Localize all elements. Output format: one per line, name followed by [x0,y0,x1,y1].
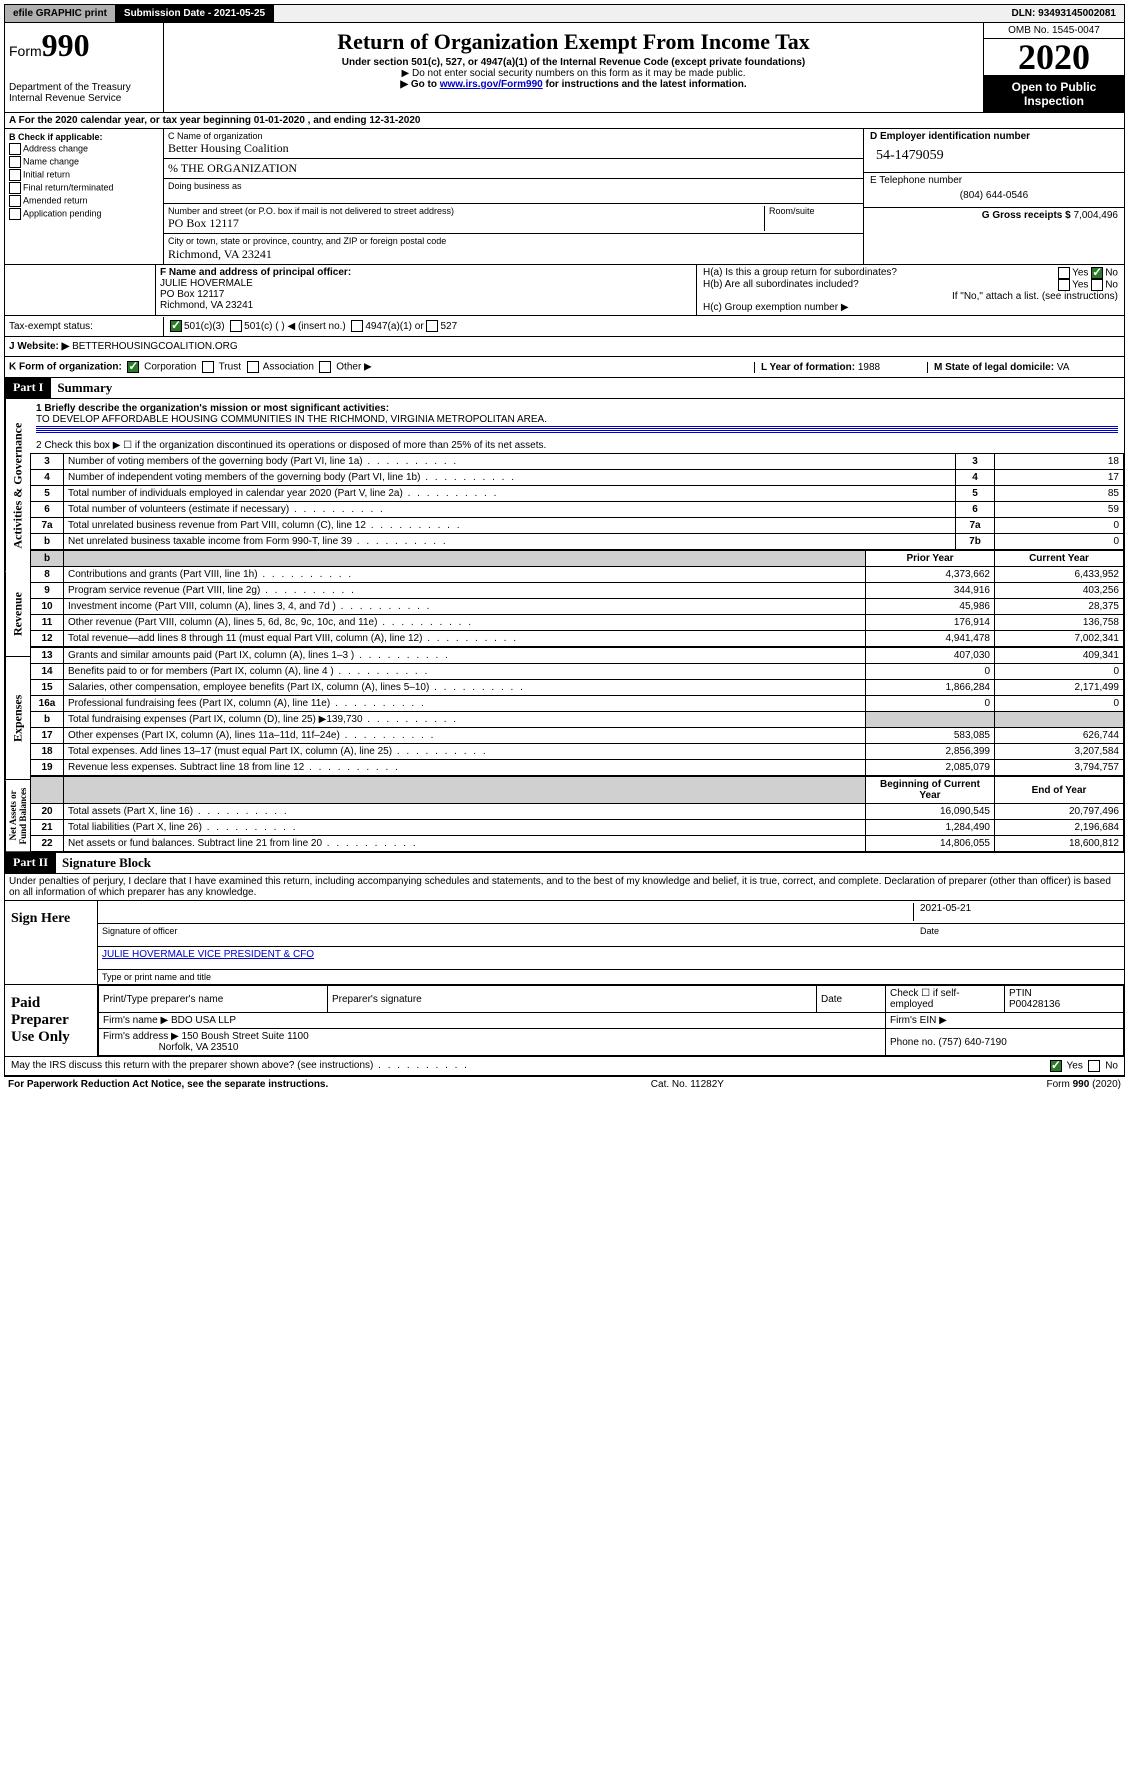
box-deg: D Employer identification number54-14790… [863,129,1124,264]
klm-row: K Form of organization: Corporation Trus… [4,357,1125,378]
form-title: Return of Organization Exempt From Incom… [172,29,975,55]
irs-link[interactable]: www.irs.gov/Form990 [440,79,543,90]
summary-table-top: 3Number of voting members of the governi… [30,453,1124,550]
firm-phone: (757) 640-7190 [938,1037,1006,1048]
top-bar: efile GRAPHIC print Submission Date - 20… [4,4,1125,23]
website-value: BETTERHOUSINGCOALITION.ORG [72,341,238,352]
table-row: 16aProfessional fundraising fees (Part I… [31,696,1124,712]
subtitle-1: Under section 501(c), 527, or 4947(a)(1)… [172,57,975,68]
irs-label: Internal Revenue Service [9,93,159,104]
officer-name[interactable]: JULIE HOVERMALE VICE PRESIDENT & CFO [102,949,314,967]
open-inspection: Open to PublicInspection [984,76,1124,112]
table-row: 8Contributions and grants (Part VIII, li… [31,567,1124,583]
side-netassets: Net Assets or Fund Balances [5,780,30,852]
row-a-year: A For the 2020 calendar year, or tax yea… [4,113,1125,129]
box-b: B Check if applicable: Address change Na… [5,129,164,264]
table-row: 17Other expenses (Part IX, column (A), l… [31,728,1124,744]
table-row: 15Salaries, other compensation, employee… [31,680,1124,696]
table-row: 10Investment income (Part VIII, column (… [31,599,1124,615]
q2-checkbox: 2 Check this box ▶ ☐ if the organization… [30,438,1124,453]
table-row: 14Benefits paid to or for members (Part … [31,664,1124,680]
ptin-value: P00428136 [1009,999,1060,1010]
efile-label[interactable]: efile GRAPHIC print [5,5,116,22]
form-990-label: Form990 [9,27,159,64]
section-fh: F Name and address of principal officer:… [4,265,1125,316]
side-expenses: Expenses [5,657,30,780]
org-address: PO Box 12117 [168,216,239,230]
side-revenue: Revenue [5,572,30,657]
submission-date: Submission Date - 2021-05-25 [116,5,274,22]
table-row: 9Program service revenue (Part VIII, lin… [31,583,1124,599]
table-row: 6Total number of volunteers (estimate if… [31,502,1124,518]
box-c: C Name of organizationBetter Housing Coa… [164,129,863,264]
form-header: Form990 Department of the Treasury Inter… [4,23,1125,113]
part-1-body: Activities & Governance Revenue Expenses… [4,399,1125,853]
org-city: Richmond, VA 23241 [168,247,272,261]
part-1-header: Part I Summary [4,378,1125,399]
summary-table-rev: bPrior YearCurrent Year 8Contributions a… [30,550,1124,647]
table-row: 5Total number of individuals employed in… [31,486,1124,502]
table-row: 4Number of independent voting members of… [31,470,1124,486]
subtitle-3: ▶ Go to www.irs.gov/Form990 for instruct… [172,79,975,90]
table-row: bNet unrelated business taxable income f… [31,534,1124,550]
firm-name: BDO USA LLP [171,1015,236,1026]
subtitle-2: ▶ Do not enter social security numbers o… [172,68,975,79]
table-row: 19Revenue less expenses. Subtract line 1… [31,760,1124,776]
table-row: 22Net assets or fund balances. Subtract … [31,836,1124,852]
dept-treasury: Department of the Treasury [9,82,159,93]
side-activities: Activities & Governance [5,399,30,572]
table-row: 20Total assets (Part X, line 16)16,090,5… [31,804,1124,820]
table-row: 13Grants and similar amounts paid (Part … [31,648,1124,664]
paid-preparer-block: Paid Preparer Use Only Print/Type prepar… [4,985,1125,1057]
summary-table-net: Beginning of Current YearEnd of Year 20T… [30,776,1124,852]
table-row: 3Number of voting members of the governi… [31,454,1124,470]
mission-text: TO DEVELOP AFFORDABLE HOUSING COMMUNITIE… [36,414,547,425]
table-row: 12Total revenue—add lines 8 through 11 (… [31,631,1124,647]
table-row: 11Other revenue (Part VIII, column (A), … [31,615,1124,631]
tax-status-row: Tax-exempt status: 501(c)(3) 501(c) ( ) … [4,316,1125,337]
table-row: 7aTotal unrelated business revenue from … [31,518,1124,534]
sign-here-block: Sign Here 2021-05-21 Signature of office… [4,901,1125,985]
org-name: Better Housing Coalition [168,141,289,155]
box-h: H(a) Is this a group return for subordin… [697,265,1124,315]
tax-year: 2020 [984,39,1124,76]
section-bcdeg: B Check if applicable: Address change Na… [4,129,1125,265]
website-row: J Website: ▶ BETTERHOUSINGCOALITION.ORG [4,337,1125,357]
phone-value: (804) 644-0546 [870,186,1118,205]
ein-value: 54-1479059 [870,142,1118,170]
discuss-row: May the IRS discuss this return with the… [4,1057,1125,1076]
perjury-text: Under penalties of perjury, I declare th… [4,874,1125,901]
part-2-header: Part II Signature Block [4,853,1125,874]
table-row: bTotal fundraising expenses (Part IX, co… [31,712,1124,728]
page-footer: For Paperwork Reduction Act Notice, see … [4,1076,1125,1092]
dln-label: DLN: 93493145002081 [1003,5,1124,22]
summary-table-exp: 13Grants and similar amounts paid (Part … [30,647,1124,776]
table-row: 18Total expenses. Add lines 13–17 (must … [31,744,1124,760]
table-row: 21Total liabilities (Part X, line 26)1,2… [31,820,1124,836]
box-f: F Name and address of principal officer:… [156,265,697,315]
gross-receipts: 7,004,496 [1074,210,1119,221]
